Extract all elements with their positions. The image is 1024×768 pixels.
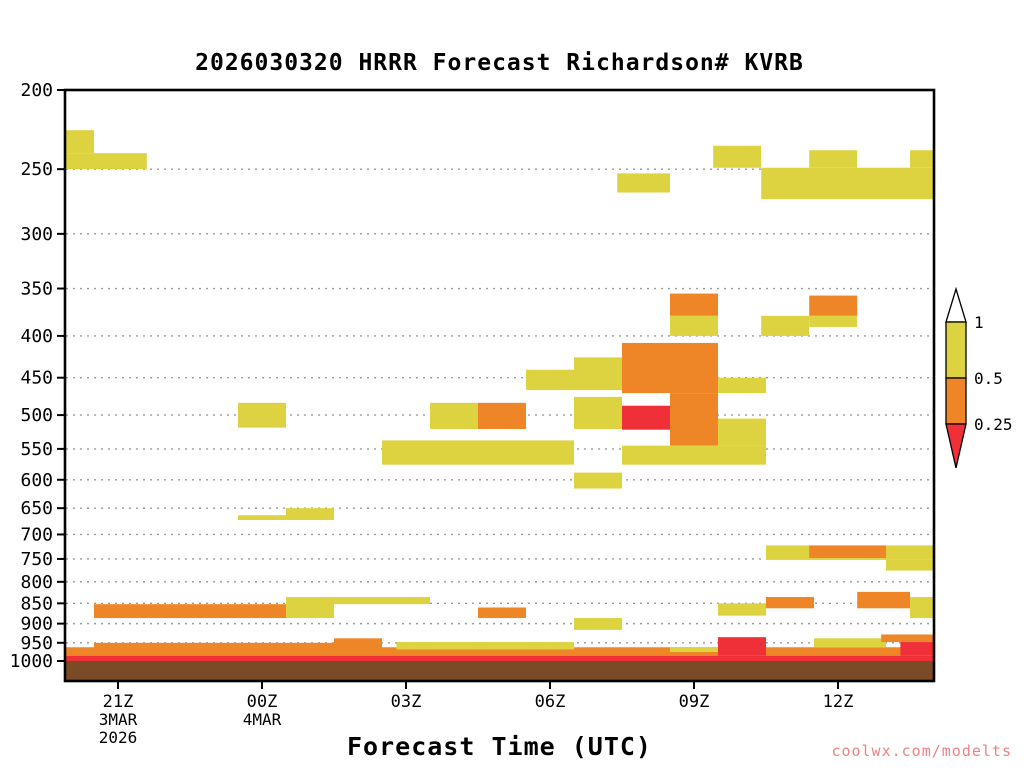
heatmap-cell: [617, 173, 670, 193]
heatmap-cell: [478, 607, 526, 619]
heatmap-cell: [910, 597, 934, 619]
heatmap-cell: [809, 150, 858, 168]
y-tick-label-350: 350: [20, 279, 53, 300]
colorbar-below-min: [945, 423, 967, 469]
heatmap-cell: [574, 618, 622, 630]
colorbar-label-0.25: 0.25: [974, 415, 1013, 434]
heatmap-cell: [286, 508, 334, 520]
colorbar-label-1: 1: [974, 313, 984, 332]
y-tick-label-500: 500: [20, 405, 53, 426]
y-tick-label-400: 400: [20, 326, 53, 347]
heatmap-cell: [670, 393, 718, 446]
heatmap-cell: [238, 402, 286, 428]
heatmap-cell: [761, 167, 934, 200]
y-tick-label-450: 450: [20, 368, 53, 389]
x-tick-label-03Z: 03Z: [391, 692, 422, 712]
plot-frame: [63, 88, 936, 683]
colorbar-segment-orange: [945, 377, 967, 425]
watermark-link[interactable]: coolwx.com/modelts: [831, 742, 1012, 760]
heatmap-cell: [881, 634, 934, 643]
heatmap-cell: [761, 315, 810, 336]
colorbar-segment-yellow: [945, 321, 967, 379]
heatmap-cell: [94, 642, 334, 656]
heatmap-cell: [396, 642, 574, 650]
x-tick-label-06Z: 06Z: [535, 692, 566, 712]
heatmap-cell: [94, 604, 286, 619]
heatmap-cell: [670, 293, 718, 316]
heatmap-cell: [900, 642, 934, 656]
y-tick-label-600: 600: [20, 470, 53, 491]
heatmap-cell: [382, 440, 574, 465]
heatmap-cell: [809, 545, 886, 558]
heatmap-cell: [526, 369, 574, 391]
y-tick-label-850: 850: [20, 593, 53, 614]
heatmap-cell: [857, 591, 910, 609]
heatmap-cell: [65, 647, 934, 656]
heatmap-cell: [574, 396, 622, 429]
x-axis-title: Forecast Time (UTC): [347, 732, 652, 761]
heatmap-cell: [718, 377, 766, 394]
y-tick-label-800: 800: [20, 572, 53, 593]
heatmap-cell: [430, 402, 478, 429]
heatmap-cell: [809, 295, 858, 316]
heatmap-cell: [910, 150, 934, 168]
x-tick-label-00Z: 00Z: [247, 692, 278, 712]
y-tick-label-200: 200: [20, 80, 53, 101]
date-label: 2026: [99, 728, 138, 747]
chart-title: 2026030320 HRRR Forecast Richardson# KVR…: [195, 50, 804, 76]
heatmap-cell: [713, 145, 762, 168]
x-tick-label-09Z: 09Z: [679, 692, 710, 712]
y-tick-label-1000: 1000: [10, 651, 53, 672]
heatmap-cell: [478, 402, 526, 429]
y-tick-label-250: 250: [20, 159, 53, 180]
heatmap-cell: [718, 418, 766, 446]
heatmap-cell: [814, 638, 886, 648]
heatmap-cell: [809, 315, 858, 327]
y-tick-label-750: 750: [20, 549, 53, 570]
y-tick-label-550: 550: [20, 439, 53, 460]
heatmap-cell: [574, 472, 622, 489]
heatmap-cell: [65, 153, 147, 170]
heatmap-cell: [65, 130, 94, 154]
heatmap-cell: [622, 445, 766, 465]
heatmap-cell: [886, 559, 934, 571]
y-tick-label-900: 900: [20, 614, 53, 635]
heatmap-cell: [718, 603, 766, 616]
heatmap-cell: [334, 638, 382, 656]
y-tick-label-700: 700: [20, 524, 53, 545]
heatmap-cell: [766, 597, 814, 609]
heatmap-cell: [238, 515, 286, 520]
date-label: 4MAR: [243, 710, 282, 729]
heatmap-cell: [286, 597, 334, 619]
heatmap-cell: [65, 655, 934, 661]
heatmap-cells: [65, 130, 934, 661]
heatmap-cell: [574, 357, 622, 391]
colorbar-label-0.5: 0.5: [974, 369, 1003, 388]
heatmap-cell: [718, 637, 766, 656]
y-tick-label-300: 300: [20, 224, 53, 245]
x-tick-label-12Z: 12Z: [823, 692, 854, 712]
heatmap-cell: [670, 647, 718, 653]
heatmap-cell: [670, 315, 718, 336]
colorbar-above-max: [945, 286, 967, 323]
heatmap-cell: [334, 597, 430, 605]
heatmap-cell: [622, 342, 718, 394]
date-label: 3MAR: [99, 710, 138, 729]
y-tick-label-950: 950: [20, 633, 53, 654]
x-tick-label-21Z: 21Z: [103, 692, 134, 712]
below-ground-strip: [65, 661, 934, 681]
heatmap-cell: [622, 405, 670, 430]
y-tick-label-650: 650: [20, 498, 53, 519]
